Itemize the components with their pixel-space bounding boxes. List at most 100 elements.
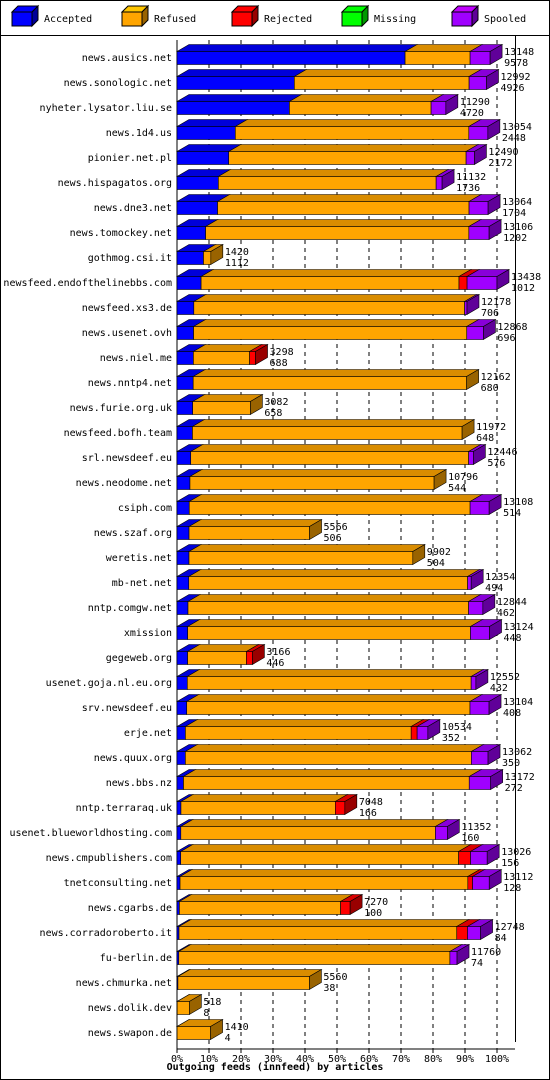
bar-side bbox=[483, 318, 496, 341]
bar-segment bbox=[246, 651, 253, 665]
bar-top bbox=[217, 169, 450, 177]
bar-segment bbox=[217, 201, 470, 215]
bar-side bbox=[210, 243, 224, 266]
bar-segment bbox=[185, 751, 472, 765]
accepted-label: 1704 bbox=[502, 208, 526, 219]
bar-segment bbox=[176, 251, 204, 265]
y-tick-label: news.niel.me bbox=[100, 353, 172, 364]
y-tick-label: news.cmpublishers.com bbox=[46, 853, 172, 864]
accepted-label: 514 bbox=[503, 508, 521, 519]
legend-label: Accepted bbox=[44, 14, 92, 25]
bar-top bbox=[186, 669, 485, 677]
total-label: 11972 bbox=[476, 422, 506, 433]
bar-side bbox=[210, 1018, 223, 1041]
bar-top bbox=[189, 444, 482, 452]
accepted-label: 4 bbox=[225, 1033, 231, 1044]
bar-side bbox=[447, 818, 460, 841]
bar-segment bbox=[176, 476, 191, 490]
bar-side bbox=[496, 268, 510, 291]
bar-side bbox=[461, 418, 475, 441]
bar-segment bbox=[176, 876, 181, 890]
bar-segment bbox=[186, 676, 472, 690]
total-label: 5566 bbox=[324, 522, 348, 533]
bar-segment bbox=[179, 876, 469, 890]
bar-segment bbox=[176, 301, 195, 315]
bar-segment bbox=[468, 126, 489, 140]
bar-side bbox=[488, 493, 502, 516]
bar-segment bbox=[176, 601, 189, 615]
bar-segment bbox=[176, 1026, 211, 1040]
bar-segment bbox=[176, 801, 182, 815]
y-tick-label: tnetconsulting.net bbox=[64, 878, 172, 889]
bar-segment bbox=[176, 726, 186, 740]
total-label: 1410 bbox=[225, 1022, 249, 1033]
bar-segment bbox=[176, 776, 184, 790]
accepted-label: 408 bbox=[503, 708, 521, 719]
bar-top bbox=[186, 619, 484, 627]
bar-top bbox=[188, 494, 484, 502]
y-tick-label: newsfeed.bofh.team bbox=[64, 428, 172, 439]
bar-segment bbox=[176, 926, 180, 940]
y-tick-label: fu-berlin.de bbox=[100, 953, 172, 964]
bar-segment bbox=[185, 726, 412, 740]
bar-top bbox=[187, 519, 323, 527]
y-tick-label: erje.net bbox=[124, 728, 172, 739]
bar-side bbox=[412, 543, 426, 566]
bar-side bbox=[250, 393, 263, 416]
accepted-label: 448 bbox=[504, 633, 522, 644]
bar-segment bbox=[176, 751, 186, 765]
total-label: 13054 bbox=[502, 122, 532, 133]
accepted-label: 446 bbox=[266, 658, 284, 669]
bar-top bbox=[178, 869, 481, 877]
y-tick-label: news.hispagatos.org bbox=[58, 178, 172, 189]
bar-side bbox=[309, 518, 322, 541]
bar-segment bbox=[176, 651, 188, 665]
bar-segment bbox=[176, 76, 295, 90]
bar-segment bbox=[466, 326, 484, 340]
bar-segment bbox=[404, 51, 471, 65]
bar-segment bbox=[430, 101, 447, 115]
total-label: 12490 bbox=[488, 147, 518, 158]
total-label: 12446 bbox=[487, 447, 517, 458]
bar-side bbox=[441, 168, 455, 191]
x-tick-label: 50% bbox=[328, 1054, 346, 1065]
bar-segment bbox=[188, 551, 414, 565]
total-label: 12748 bbox=[495, 922, 525, 933]
total-label: 7270 bbox=[364, 897, 388, 908]
bar-side bbox=[349, 893, 363, 916]
accepted-label: 166 bbox=[359, 808, 377, 819]
x-tick-label: 100% bbox=[485, 1054, 509, 1065]
legend-swatch bbox=[451, 11, 473, 27]
bar-segment bbox=[180, 826, 436, 840]
bar-segment bbox=[187, 651, 247, 665]
bar-side bbox=[488, 218, 502, 241]
bar-segment bbox=[176, 151, 230, 165]
accepted-label: 494 bbox=[485, 583, 503, 594]
accepted-label: 8 bbox=[203, 1008, 209, 1019]
y-tick-label: news.quux.org bbox=[94, 753, 172, 764]
accepted-label: 2172 bbox=[488, 158, 512, 169]
bar-top bbox=[175, 94, 303, 102]
accepted-label: 352 bbox=[442, 733, 460, 744]
bar-segment bbox=[188, 526, 310, 540]
y-tick-label: news.ausics.net bbox=[82, 53, 172, 64]
bar-top bbox=[403, 44, 484, 52]
bar-segment bbox=[456, 926, 468, 940]
bar-segment bbox=[176, 701, 188, 715]
bar-segment bbox=[458, 276, 468, 290]
y-tick-label: nyheter.lysator.liu.se bbox=[40, 103, 172, 114]
bar-segment bbox=[176, 126, 236, 140]
accepted-label: 84 bbox=[495, 933, 507, 944]
total-label: 12552 bbox=[490, 672, 520, 683]
bar-segment bbox=[464, 301, 468, 315]
y-tick-label: news.bbs.nz bbox=[106, 778, 172, 789]
bar-top bbox=[293, 69, 483, 77]
accepted-label: 658 bbox=[264, 408, 282, 419]
bar-side bbox=[466, 368, 479, 391]
accepted-label: 648 bbox=[476, 433, 494, 444]
bar-side bbox=[489, 618, 502, 641]
accepted-label: 696 bbox=[497, 333, 515, 344]
bar-segment bbox=[205, 226, 470, 240]
bar-side bbox=[344, 793, 358, 816]
bar-segment bbox=[176, 851, 182, 865]
